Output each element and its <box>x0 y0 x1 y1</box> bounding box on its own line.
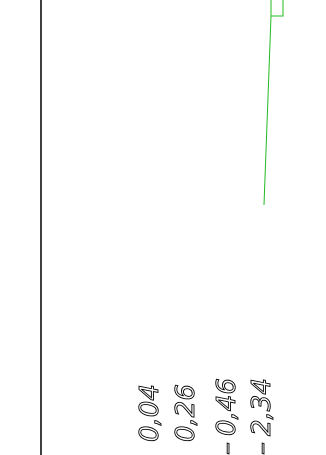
dimension-label-2: –0,46 <box>212 378 242 455</box>
dimension-label-0: 0,04 <box>135 384 165 442</box>
dimension-label-1: 0,26 <box>171 384 201 442</box>
dimension-label-group: 0,04 0,26 –0,46 –2,34 <box>135 378 278 455</box>
green-bracket-shape <box>270 0 284 17</box>
green-slanted-line <box>263 15 272 206</box>
dimension-label-3: –2,34 <box>247 378 277 455</box>
